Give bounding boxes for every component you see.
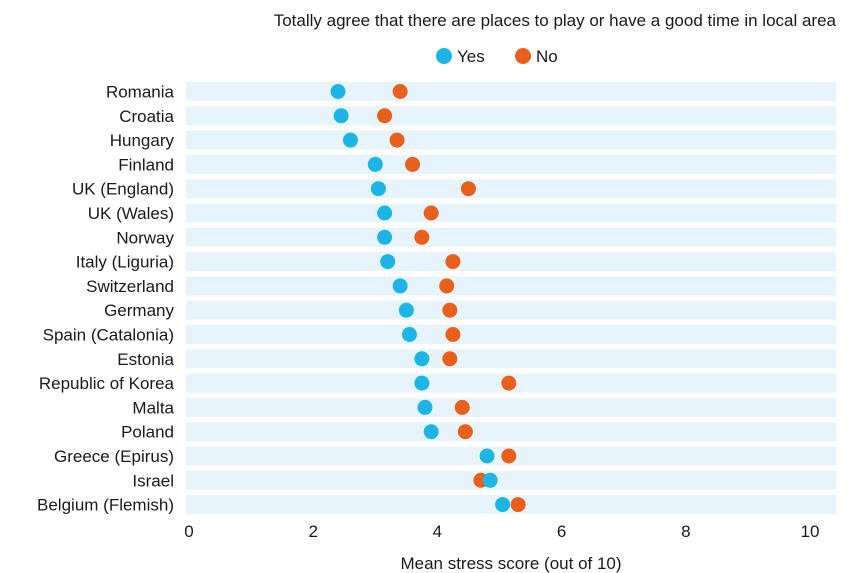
point-no: [439, 278, 455, 294]
category-label: Estonia: [117, 350, 174, 369]
point-yes: [342, 132, 358, 148]
point-yes: [367, 156, 383, 172]
legend-marker-no: [515, 48, 531, 64]
point-yes: [377, 229, 393, 245]
point-no: [501, 448, 517, 464]
category-label: Israel: [132, 471, 174, 490]
legend-marker-yes: [436, 48, 452, 64]
point-no: [445, 327, 461, 342]
category-label: Norway: [116, 228, 174, 247]
point-no: [460, 181, 476, 197]
point-yes: [479, 448, 495, 464]
x-tick-label: 8: [681, 522, 690, 541]
x-tick-label: 0: [184, 522, 193, 541]
data-points: [330, 84, 526, 513]
point-no: [414, 229, 430, 245]
point-yes: [370, 181, 386, 197]
x-axis-title: Mean stress score (out of 10): [400, 554, 621, 573]
category-label: Belgium (Flemish): [37, 496, 174, 515]
point-no: [501, 375, 517, 391]
category-label: UK (England): [72, 180, 174, 199]
category-label: Germany: [104, 301, 174, 320]
row-band: [186, 106, 836, 126]
category-label: Greece (Epirus): [54, 447, 174, 466]
row-band: [186, 179, 836, 199]
chart-title: Totally agree that there are places to p…: [274, 11, 837, 30]
row-band: [186, 397, 836, 417]
row-band: [186, 422, 836, 442]
row-band: [186, 154, 836, 174]
x-axis-ticks: 0 2 4 6 8 10: [184, 522, 819, 541]
point-yes: [414, 375, 430, 391]
point-yes: [380, 254, 396, 270]
point-no: [389, 132, 405, 148]
row-band: [186, 276, 836, 296]
row-band: [186, 349, 836, 369]
category-labels: Romania Croatia Hungary Finland UK (England)…: [37, 83, 175, 515]
category-label: Spain (Catalonia): [43, 326, 174, 345]
point-no: [510, 497, 526, 513]
category-label: Poland: [121, 423, 174, 442]
category-label: Italy (Liguria): [76, 253, 174, 272]
point-yes: [401, 327, 417, 342]
category-label: Croatia: [119, 107, 174, 126]
row-bands: [186, 82, 836, 515]
point-no: [445, 254, 461, 270]
category-label: Romania: [106, 83, 175, 102]
point-yes: [392, 278, 408, 294]
point-yes: [398, 302, 414, 318]
x-tick-label: 2: [308, 522, 317, 541]
point-yes: [417, 399, 433, 415]
x-tick-label: 4: [433, 522, 442, 541]
point-no: [442, 302, 458, 318]
point-no: [423, 205, 439, 221]
point-no: [442, 351, 458, 367]
category-label: UK (Wales): [88, 204, 174, 223]
point-yes: [482, 472, 498, 488]
category-label: Finland: [118, 155, 174, 174]
row-band: [186, 325, 836, 344]
point-no: [377, 108, 393, 124]
row-band: [186, 300, 836, 320]
point-yes: [423, 424, 439, 440]
x-tick-label: 6: [557, 522, 566, 541]
category-label: Republic of Korea: [39, 374, 175, 393]
category-label: Malta: [132, 398, 174, 417]
point-yes: [330, 84, 346, 99]
x-tick-label: 10: [801, 522, 820, 541]
row-band: [186, 82, 836, 101]
row-band: [186, 203, 836, 223]
point-no: [392, 84, 408, 99]
row-band: [186, 227, 836, 247]
point-no: [454, 399, 470, 415]
legend-label-no: No: [536, 47, 558, 66]
point-no: [405, 156, 421, 172]
point-yes: [377, 205, 393, 221]
legend-label-yes: Yes: [457, 47, 485, 66]
legend: Yes No: [436, 47, 558, 66]
row-band: [186, 252, 836, 272]
point-yes: [333, 108, 349, 124]
point-no: [457, 424, 473, 440]
category-label: Hungary: [110, 131, 175, 150]
point-yes: [495, 497, 511, 513]
row-band: [186, 130, 836, 150]
row-band: [186, 470, 836, 490]
category-label: Switzerland: [86, 277, 174, 296]
point-yes: [414, 351, 430, 367]
